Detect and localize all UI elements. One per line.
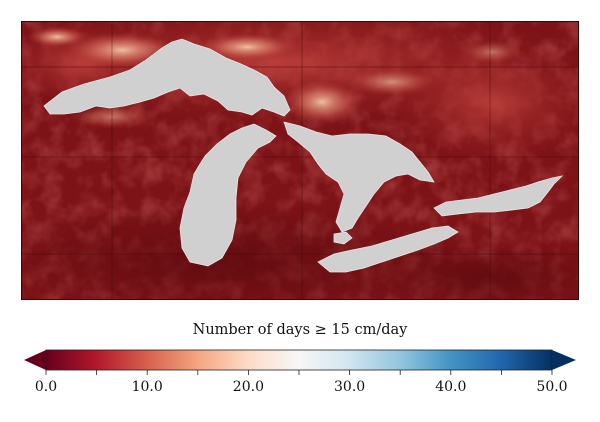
low-snow-south (22, 202, 482, 299)
lake-superior (43, 38, 291, 117)
hotspot-huron-north (347, 68, 437, 96)
lake-huron (283, 121, 435, 233)
colorbar-title: Number of days ≥ 15 cm/day (192, 322, 408, 338)
lake-st-clair (333, 231, 353, 245)
colorbar-graphic (24, 349, 576, 375)
hotspot-north-center (197, 33, 297, 61)
colorbar-tick-label: 50.0 (536, 379, 568, 395)
colorbar: 0.0 10.0 20.0 30.0 40.0 50.0 (0, 346, 600, 406)
low-snow-southeast (372, 237, 578, 299)
colorbar-under-arrow (24, 350, 46, 370)
colorbar-tick-label: 10.0 (131, 379, 163, 395)
colorbar-tick-label: 20.0 (232, 379, 264, 395)
colorbar-gradient (45, 349, 553, 371)
hotspot-northeast (462, 40, 522, 64)
colorbar-tick-label: 0.0 (34, 379, 58, 395)
lake-erie (317, 225, 459, 273)
snowfall-map (21, 21, 579, 300)
snowbelt-northeast (382, 42, 578, 162)
colorbar-over-arrow (552, 350, 576, 370)
colorbar-ticks (45, 370, 553, 375)
colorbar-tick-label: 40.0 (435, 379, 467, 395)
map-canvas (22, 22, 578, 299)
colorbar-tick-label: 30.0 (334, 379, 366, 395)
hotspot-northwest (27, 27, 87, 47)
lake-ontario (433, 175, 564, 217)
grid-lines (22, 22, 578, 299)
lake-michigan (179, 123, 277, 267)
lakes (43, 38, 564, 273)
